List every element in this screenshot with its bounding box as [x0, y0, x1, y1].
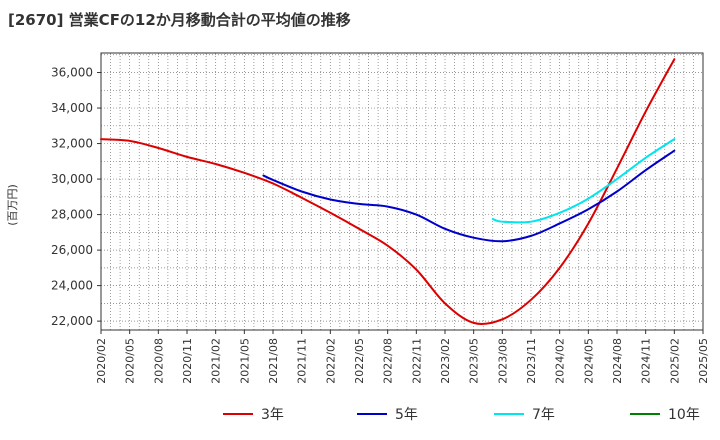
x-tick-label: 2024/05 [582, 338, 595, 384]
x-tick-label: 2021/02 [210, 338, 223, 384]
y-tick-label: 32,000 [51, 137, 93, 151]
x-tick-label: 2023/02 [439, 338, 452, 384]
x-tick-label: 2020/11 [181, 338, 194, 384]
x-tick-label: 2025/05 [697, 338, 710, 384]
y-tick-label: 22,000 [51, 314, 93, 328]
plot-frame [100, 52, 704, 331]
y-tick-label: 24,000 [51, 279, 93, 293]
y-axis-label: (百万円) [6, 184, 19, 226]
x-tick-label: 2023/11 [525, 338, 538, 384]
x-tick-label: 2024/08 [611, 338, 624, 384]
x-tick-label: 2022/02 [324, 338, 337, 384]
grid-lines [101, 53, 703, 330]
x-tick-label: 2022/05 [353, 338, 366, 384]
chart-title: [2670] 営業CFの12か月移動合計の平均値の推移 [8, 11, 351, 29]
y-tick-label: 36,000 [51, 66, 93, 80]
legend-label: 7年 [532, 407, 555, 423]
x-tick-label: 2022/08 [382, 338, 395, 384]
series-line-3年 [100, 58, 676, 326]
legend: 3年 5年 7年 10年 [223, 407, 700, 423]
x-tick-label: 2020/08 [152, 338, 165, 384]
y-tick-label: 30,000 [51, 172, 93, 186]
series-lines [100, 58, 676, 326]
y-tick-label: 26,000 [51, 243, 93, 257]
axes [100, 52, 704, 331]
x-tick-label: 2024/02 [554, 338, 567, 384]
x-tick-label: 2021/08 [267, 338, 280, 384]
x-tick-label: 2020/05 [124, 338, 137, 384]
legend-label: 3年 [261, 407, 284, 423]
x-tick-label: 2021/05 [238, 338, 251, 384]
series-line-7年 [491, 138, 676, 224]
legend-label: 10年 [668, 407, 700, 423]
y-tick-labels: 22,000 24,000 26,000 28,000 30,000 32,000 34,0… [51, 66, 101, 328]
legend-label: 5年 [395, 407, 418, 423]
x-tick-label: 2025/02 [668, 338, 681, 384]
x-tick-label: 2020/02 [95, 338, 108, 384]
x-tick-label: 2024/11 [640, 338, 653, 384]
x-tick-label: 2021/11 [296, 338, 309, 384]
x-tick-label: 2023/05 [468, 338, 481, 384]
x-tick-label: 2023/08 [496, 338, 509, 384]
y-tick-label: 28,000 [51, 208, 93, 222]
x-tick-labels: 2020/02 2020/05 2020/08 2020/11 2021/02 2021/… [95, 330, 710, 384]
series-line-5年 [262, 149, 676, 243]
x-tick-label: 2022/11 [410, 338, 423, 384]
y-tick-label: 34,000 [51, 101, 93, 115]
